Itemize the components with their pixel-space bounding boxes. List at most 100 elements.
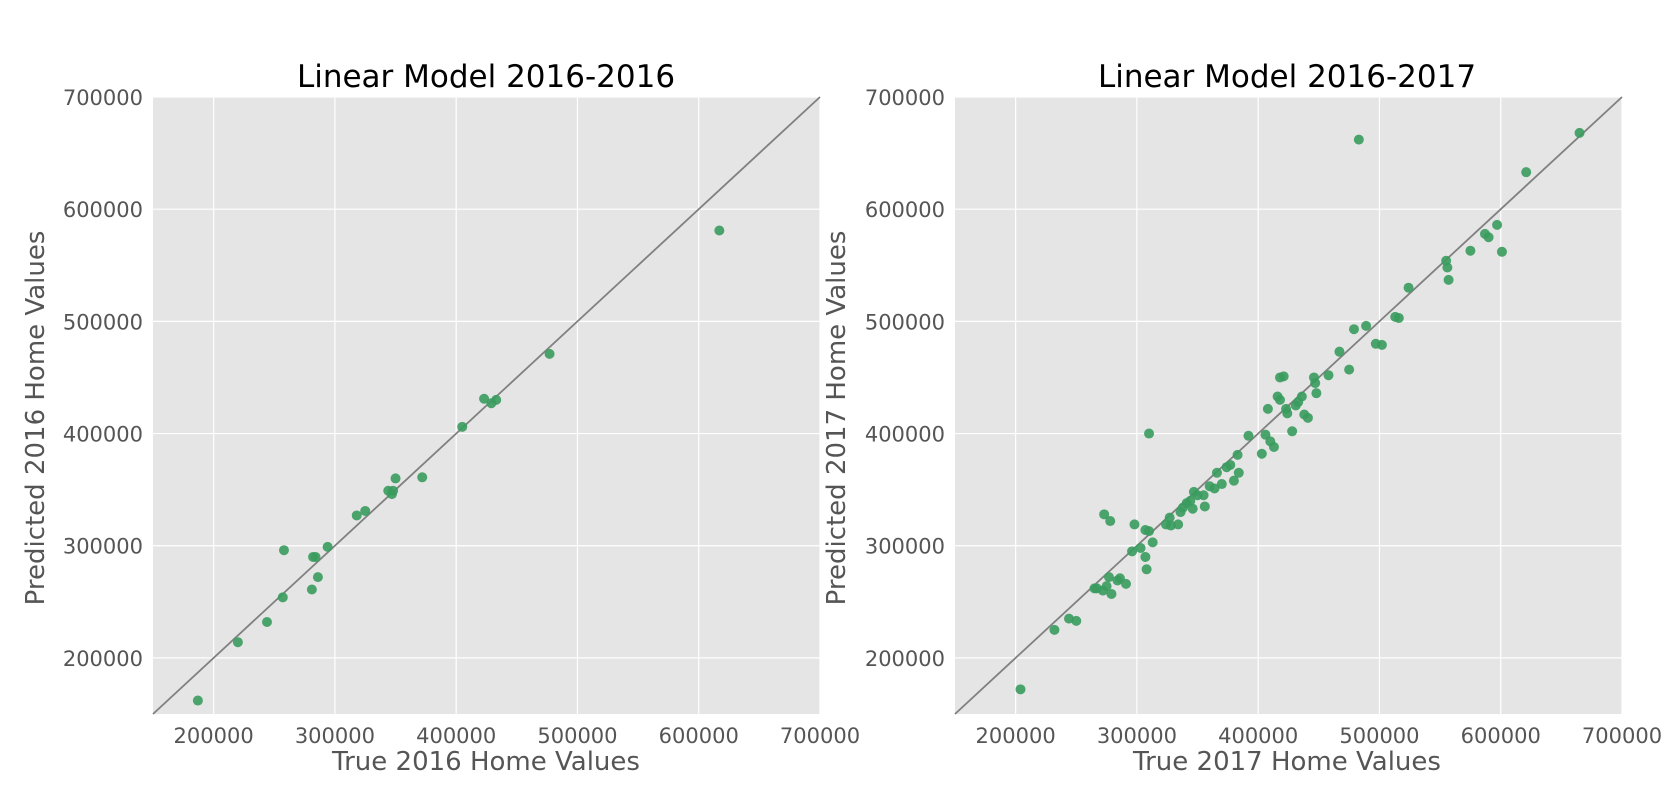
right-data-point (1256, 448, 1267, 459)
right-data-point (1135, 542, 1146, 553)
right-data-point (1496, 246, 1507, 257)
left-data-point (310, 551, 321, 562)
right-data-point (1015, 684, 1026, 695)
right-y-tick-label: 500000 (865, 310, 945, 334)
right-data-point (1393, 312, 1404, 323)
right-data-point (1268, 442, 1279, 453)
right-data-point (1443, 274, 1454, 285)
left-x-tick-label: 200000 (174, 724, 254, 748)
right-data-point (1140, 551, 1151, 562)
left-chart-panel: Linear Model 2016-2016 True 2016 Home Va… (21, 59, 860, 777)
right-data-point (1049, 624, 1060, 635)
right-data-point (1353, 134, 1364, 145)
right-data-point (1287, 426, 1298, 437)
left-data-point (192, 695, 203, 706)
right-data-point (1278, 371, 1289, 382)
right-data-point (1144, 428, 1155, 439)
right-data-point (1225, 459, 1236, 470)
left-data-point (278, 545, 289, 556)
right-data-point (1120, 578, 1131, 589)
right-data-point (1442, 262, 1453, 273)
right-y-tick-label: 600000 (865, 198, 945, 222)
right-x-tick-label: 500000 (1339, 724, 1419, 748)
right-data-point (1344, 364, 1355, 375)
right-data-point (1127, 546, 1138, 557)
left-x-tick-label: 500000 (537, 724, 617, 748)
left-data-point (479, 393, 490, 404)
right-y-tick-label: 200000 (865, 647, 945, 671)
left-data-point (277, 592, 288, 603)
left-y-tick-label: 600000 (63, 198, 143, 222)
left-x-tick-label: 700000 (780, 724, 860, 748)
right-y-tick-label: 300000 (865, 535, 945, 559)
right-x-tick-label: 700000 (1582, 724, 1662, 748)
left-y-tick-label: 200000 (63, 647, 143, 671)
left-data-point (457, 421, 468, 432)
right-data-point (1492, 219, 1503, 230)
right-data-point (1521, 167, 1532, 178)
left-data-point (351, 510, 362, 521)
right-data-point (1483, 232, 1494, 243)
right-data-point (1216, 479, 1227, 490)
right-data-point (1209, 483, 1220, 494)
right-data-point (1376, 339, 1387, 350)
right-y-tick-label: 400000 (865, 423, 945, 447)
left-y-tick-label: 500000 (63, 310, 143, 334)
right-data-point (1164, 512, 1175, 523)
left-y-tick-label: 400000 (63, 423, 143, 447)
right-data-point (1465, 245, 1476, 256)
right-data-point (1106, 588, 1117, 599)
left-data-point (388, 485, 399, 496)
left-x-tick-label: 400000 (416, 724, 496, 748)
right-data-point (1099, 509, 1110, 520)
left-data-point (306, 584, 317, 595)
left-data-point (232, 637, 243, 648)
left-chart-y-axis-label: Predicted 2016 Home Values (21, 231, 51, 606)
right-data-point (1233, 467, 1244, 478)
right-data-point (1129, 519, 1140, 530)
right-data-point (1403, 282, 1414, 293)
right-data-point (1243, 430, 1254, 441)
right-data-point (1147, 537, 1158, 548)
left-x-tick-label: 600000 (659, 724, 739, 748)
left-data-point (544, 348, 555, 359)
left-data-point (261, 617, 272, 628)
right-data-point (1228, 475, 1239, 486)
right-data-point (1232, 449, 1243, 460)
right-chart-panel: Linear Model 2016-2017 True 2017 Home Va… (822, 59, 1662, 777)
right-data-point (1302, 412, 1313, 423)
right-data-point (1211, 467, 1222, 478)
left-data-point (714, 225, 725, 236)
right-data-point (1104, 572, 1115, 583)
left-data-point (322, 541, 333, 552)
left-x-tick-label: 300000 (295, 724, 375, 748)
right-data-point (1144, 526, 1155, 537)
right-data-point (1574, 127, 1585, 138)
right-chart-x-axis-label: True 2017 Home Values (1132, 747, 1441, 777)
right-data-point (1275, 394, 1286, 405)
right-data-point (1199, 501, 1210, 512)
right-data-point (1141, 564, 1152, 575)
right-data-point (1101, 581, 1112, 592)
left-data-point (491, 394, 502, 405)
left-y-tick-label: 300000 (63, 535, 143, 559)
right-data-point (1348, 324, 1359, 335)
right-x-tick-label: 600000 (1461, 724, 1541, 748)
right-x-tick-label: 400000 (1218, 724, 1298, 748)
right-data-point (1296, 391, 1307, 402)
right-data-point (1105, 516, 1116, 527)
right-data-point (1187, 503, 1198, 514)
left-data-point (312, 572, 323, 583)
right-data-point (1361, 320, 1372, 331)
left-reference-line (152, 96, 821, 715)
right-data-point (1173, 519, 1184, 530)
right-data-point (1282, 408, 1293, 419)
left-y-tick-label: 700000 (63, 86, 143, 110)
left-data-point (360, 505, 371, 516)
right-data-point (1311, 388, 1322, 399)
left-data-point (417, 472, 428, 483)
right-data-point (1185, 495, 1196, 506)
left-data-point (390, 473, 401, 484)
